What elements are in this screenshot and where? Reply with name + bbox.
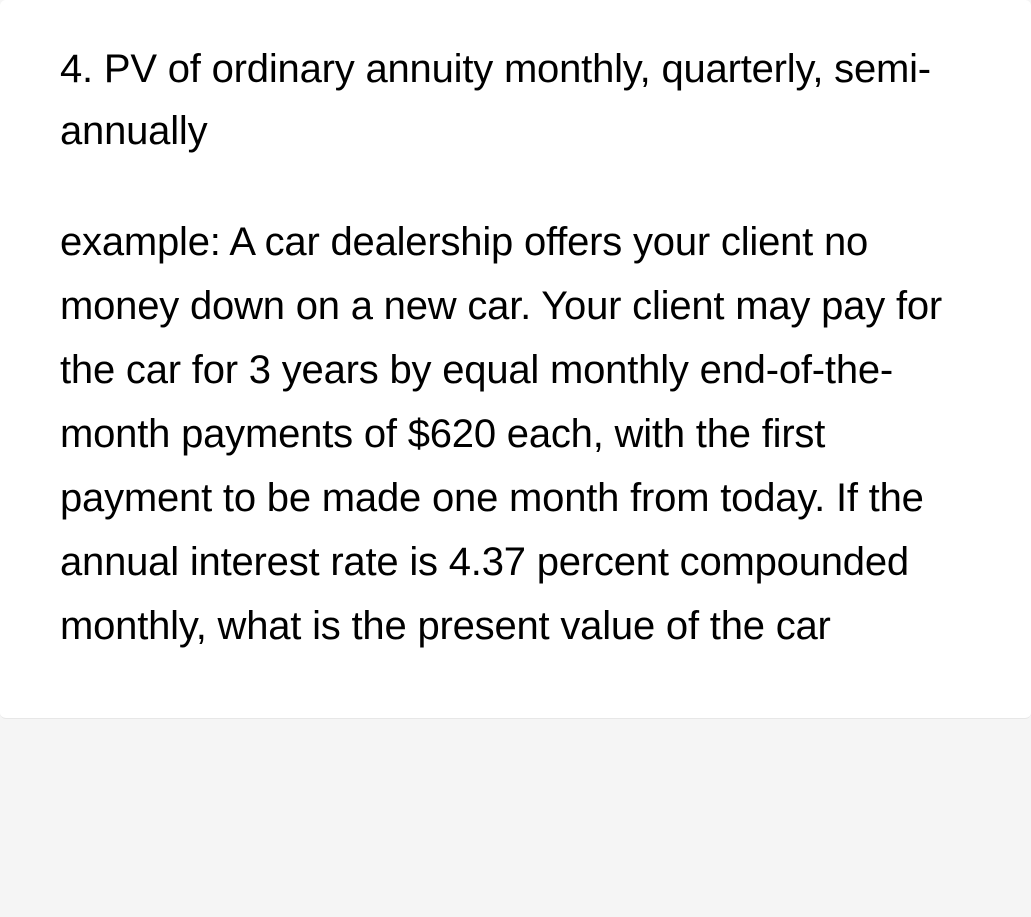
example-body: example: A car dealership offers your cl… (60, 210, 971, 658)
section-heading: 4. PV of ordinary annuity monthly, quart… (60, 38, 971, 162)
document-card: 4. PV of ordinary annuity monthly, quart… (0, 0, 1031, 719)
